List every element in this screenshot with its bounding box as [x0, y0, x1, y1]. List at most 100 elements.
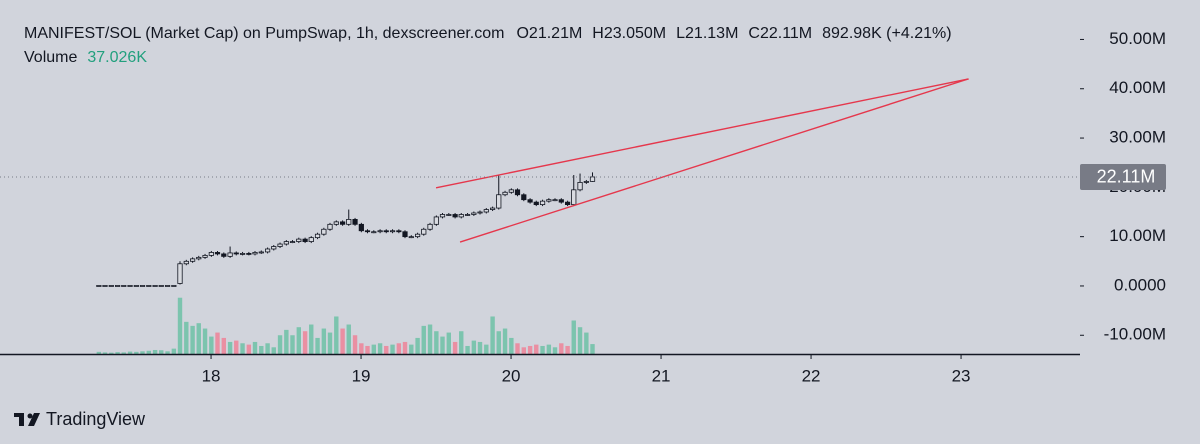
x-tick-label: 19: [352, 366, 371, 385]
volume-bar: [546, 344, 552, 354]
logo: [14, 413, 40, 426]
volume-bar: [527, 345, 533, 354]
ohlc-label: C22.11M: [748, 25, 812, 42]
candle-body: [314, 233, 321, 239]
volume-bar: [265, 343, 270, 354]
volume-bar: [346, 324, 351, 354]
candle-body: [552, 199, 558, 202]
volume-bar: [515, 343, 520, 354]
volume-bar: [184, 321, 189, 354]
volume-bar: [246, 344, 252, 354]
volume-bar: [209, 336, 214, 354]
candle-body: [514, 189, 521, 196]
last-price-box: [1080, 163, 1166, 190]
candle-body: [233, 252, 239, 255]
candle-body: [258, 251, 264, 254]
volume-bar: [540, 345, 545, 354]
y-tick-label: 40.00M: [1109, 78, 1166, 97]
candle-body: [527, 199, 533, 203]
candle-body: [402, 231, 408, 238]
volume-bar: [334, 316, 339, 354]
volume-header: Volume 37.026K: [24, 49, 147, 66]
candle-body: [589, 176, 596, 182]
candle-body: [214, 252, 221, 255]
candle-body: [302, 238, 308, 242]
volume-bar: [452, 341, 458, 354]
volume-bar: [196, 323, 201, 354]
volume-bar: [259, 345, 264, 354]
y-tick-label: 10.00M: [1109, 226, 1166, 245]
volume-bar: [509, 337, 514, 354]
x-tick-label: 18: [202, 366, 221, 385]
candle-body: [271, 246, 277, 250]
candle-body: [158, 285, 164, 287]
candle-body: [533, 201, 539, 206]
candle-body: [139, 285, 146, 287]
volume-bar: [371, 344, 376, 354]
volume-bar: [584, 332, 589, 354]
x-tick-label: 23: [952, 366, 971, 385]
candle-body: [439, 214, 446, 218]
header: MANIFEST/SOL (Market Cap) on PumpSwap, 1…: [24, 25, 952, 42]
volume-bar: [377, 343, 383, 354]
candle-body: [264, 248, 271, 253]
candle-body: [571, 189, 577, 206]
candle-body: [565, 201, 571, 206]
volume-bar: [146, 350, 151, 354]
volume-bar: [415, 337, 420, 354]
volume-bar: [421, 325, 426, 354]
candle-body: [496, 194, 502, 209]
change-label: 892.98K (+4.21%): [822, 25, 951, 42]
volume-bar: [409, 344, 414, 354]
candle-body: [127, 285, 133, 287]
volume-bar: [134, 351, 139, 354]
candle-body: [427, 223, 433, 230]
y-tick-label: 0.0000: [1114, 275, 1166, 294]
volume-bar: [221, 337, 226, 354]
y-tick-label: -10.00M: [1104, 325, 1166, 344]
volume-bar: [490, 316, 495, 354]
candle-body: [477, 211, 483, 214]
volume-bar: [340, 328, 345, 354]
candle-body: [171, 285, 177, 287]
candle-body: [333, 221, 339, 225]
volume-bar: [96, 351, 102, 354]
ohlc-label: H23.050M: [592, 25, 666, 42]
volume-title: Volume: [24, 49, 77, 66]
y-tick-label: 30.00M: [1109, 128, 1166, 147]
candle-body: [502, 191, 508, 196]
volume-bar: [446, 332, 451, 354]
candle-body: [377, 230, 383, 233]
logo-part: [19, 413, 24, 426]
volume-bar: [159, 350, 164, 354]
candle-body: [289, 241, 296, 243]
candle-body: [164, 285, 171, 287]
candle-body: [96, 285, 102, 287]
candle-body: [102, 285, 108, 287]
candle-body: [339, 221, 346, 225]
candle-body: [421, 228, 427, 235]
volume-bar: [140, 351, 145, 354]
volume-bar: [115, 352, 120, 354]
candle-body: [483, 209, 489, 213]
candle-body: [246, 253, 252, 255]
volume-bar: [359, 343, 364, 354]
last-price-label: 22.11M: [1097, 167, 1156, 187]
volume-bar: [315, 337, 320, 354]
candle-body: [558, 199, 564, 203]
plot: [96, 172, 596, 354]
candle-body: [239, 253, 246, 255]
volume-bar: [271, 347, 276, 354]
candle-body: [189, 258, 196, 262]
trend-line: [435, 78, 969, 189]
volume-bar: [521, 347, 526, 354]
volume-bar: [102, 352, 108, 354]
candle-body: [521, 194, 527, 201]
volume-bar: [296, 327, 301, 354]
candle-body: [577, 182, 583, 191]
candle-body: [283, 241, 289, 245]
volume-value: 37.026K: [87, 49, 147, 66]
candle-body: [508, 189, 514, 193]
y-tick-label: 50.00M: [1109, 29, 1166, 48]
